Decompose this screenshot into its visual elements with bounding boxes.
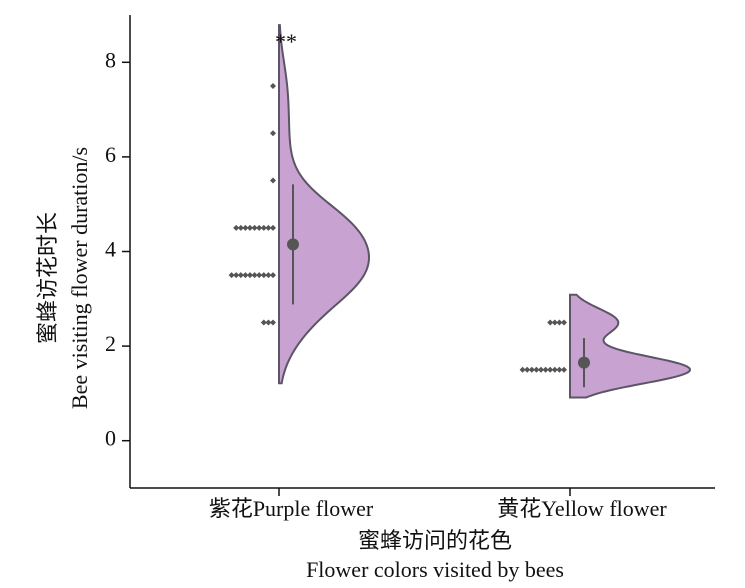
data-point <box>256 224 263 231</box>
data-point <box>270 177 276 184</box>
annotation: ** <box>275 29 297 54</box>
x-axis-label: 蜜蜂访问的花色 <box>358 528 512 553</box>
y-tick-label: 4 <box>105 237 116 262</box>
data-point <box>260 224 267 231</box>
data-point <box>542 366 549 373</box>
data-point <box>247 224 253 231</box>
data-point <box>242 272 249 279</box>
x-tick-label: 黄花Yellow flower <box>497 496 667 521</box>
data-point <box>233 224 240 231</box>
data-point <box>528 366 535 373</box>
data-point <box>265 319 272 326</box>
data-point <box>260 319 267 326</box>
data-point <box>547 319 554 326</box>
data-point <box>237 272 244 279</box>
data-point <box>256 272 263 279</box>
y-tick-label: 0 <box>105 426 116 451</box>
data-point <box>551 319 558 326</box>
data-point <box>247 272 253 279</box>
data-point <box>561 366 567 373</box>
y-tick-label: 6 <box>105 142 116 167</box>
data-point <box>556 319 563 326</box>
data-point <box>228 272 235 279</box>
data-point <box>538 366 544 373</box>
data-point <box>519 366 526 373</box>
data-point <box>237 224 244 231</box>
y-axis-label: 蜜蜂访花时长 <box>35 212 60 344</box>
data-point <box>242 224 249 231</box>
violin <box>278 24 371 385</box>
mean-point <box>578 356 590 369</box>
data-point <box>551 366 558 373</box>
data-point <box>265 272 272 279</box>
data-point <box>270 82 276 89</box>
data-point <box>260 272 267 279</box>
data-point <box>270 130 276 137</box>
data-point <box>265 224 272 231</box>
violin <box>569 293 692 399</box>
data-point <box>251 224 258 231</box>
data-point <box>270 224 276 231</box>
y-tick-label: 2 <box>105 331 116 356</box>
data-point <box>533 366 540 373</box>
data-point <box>251 272 258 279</box>
data-point <box>556 366 563 373</box>
mean-point <box>287 238 299 251</box>
data-point <box>270 319 276 326</box>
y-tick-label: 8 <box>105 47 116 72</box>
data-point <box>233 272 240 279</box>
x-tick-label: 紫花Purple flower <box>209 496 374 521</box>
data-point <box>547 366 554 373</box>
data-point <box>524 366 531 373</box>
data-point <box>270 272 276 279</box>
data-point <box>561 319 567 326</box>
y-axis-label: Bee visiting flower duration/s <box>67 147 92 409</box>
x-axis-label: Flower colors visited by bees <box>306 557 564 582</box>
